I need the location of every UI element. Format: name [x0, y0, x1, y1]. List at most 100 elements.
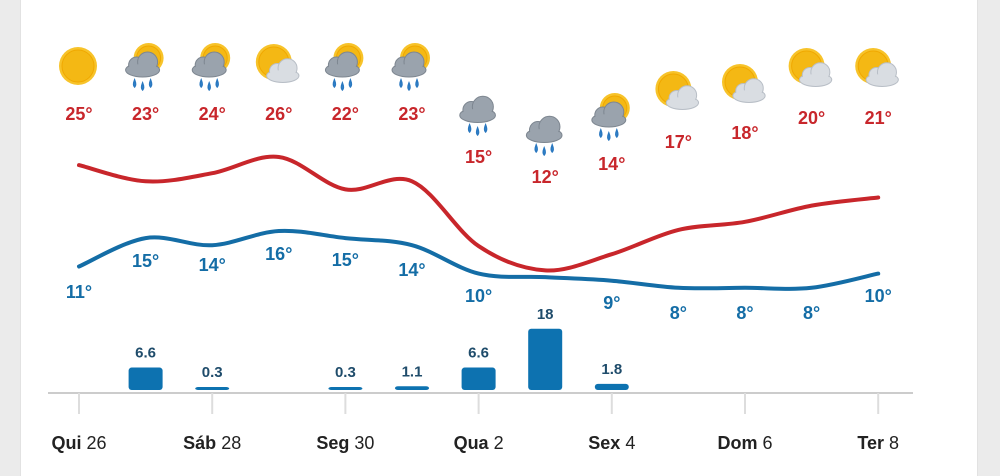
x-tick-day-number: 8 — [889, 433, 899, 453]
rain-bar — [461, 367, 496, 390]
rain-drop — [542, 145, 546, 157]
x-tick-day-name: Ter — [857, 433, 884, 453]
cloud-shape — [525, 115, 563, 144]
rain-drop — [199, 77, 203, 89]
cloud-shape — [865, 62, 899, 87]
sun-disc — [61, 49, 95, 83]
sun-cloud-rain-icon — [591, 93, 630, 142]
rain-drop — [534, 142, 538, 154]
sun-cloud-rain-icon — [125, 43, 164, 92]
rain-label: 0.3 — [202, 364, 223, 381]
rain-drop — [550, 142, 554, 154]
low-temp-label: 10° — [865, 286, 892, 306]
x-tick-day-name: Dom — [717, 433, 757, 453]
high-temp-labels: 25° 23° 24° 26° 22° 23° 15° 12° 14° 17° 18° 20° 21° — [65, 104, 891, 187]
cloud-shape — [665, 85, 700, 110]
low-temp-label: 11° — [66, 282, 92, 302]
x-tick-day-name: Qua — [454, 433, 490, 453]
weather-forecast-card: 25° 23° 24° 26° 22° 23° 15° 12° 14° 17° 18° 20° 21° … — [20, 0, 978, 476]
rain-drop — [148, 77, 153, 89]
rain-bars: 6.6 0.3 0.3 1.1 6.6 18 1.8 — [128, 306, 629, 390]
x-tick-day-name: Seg — [316, 433, 349, 453]
cloud-shape — [591, 101, 627, 128]
high-temp-label: 25° — [65, 104, 92, 124]
x-tick-day-name: Sex — [588, 433, 620, 453]
low-temp-line — [77, 228, 881, 291]
low-temp-label: 14° — [199, 255, 226, 275]
rain-drop — [415, 77, 419, 89]
x-tick-label: Sex 4 — [588, 433, 635, 453]
cloud-fill — [267, 70, 298, 82]
cloud-fill — [800, 74, 831, 86]
cloud-fill — [193, 64, 226, 76]
sun-cloud-rain-icon — [324, 43, 364, 92]
rain-label: 6.6 — [135, 345, 156, 362]
high-temp-label: 21° — [865, 108, 892, 128]
x-tick-day-number: 28 — [221, 433, 241, 453]
high-temp-label: 26° — [265, 104, 292, 124]
cloud-fill — [527, 128, 561, 142]
sun-cloud-icon — [255, 44, 300, 83]
cloud-shape — [191, 51, 227, 78]
x-tick-day-number: 30 — [354, 433, 374, 453]
rain-drop — [399, 77, 403, 89]
rain-drop — [475, 125, 480, 137]
rain-drop — [140, 80, 145, 92]
cloud-shape — [459, 95, 496, 124]
cloud-fill — [326, 64, 359, 76]
x-tick-label: Sáb 28 — [183, 433, 241, 453]
rain-bar — [328, 387, 363, 390]
high-temp-label: 17° — [665, 132, 692, 152]
cloud-shape — [391, 51, 427, 78]
rain-drop — [332, 77, 337, 89]
rain-bar — [528, 328, 563, 390]
low-temp-label: 15° — [132, 251, 159, 271]
rain-label: 1.1 — [402, 363, 423, 380]
sun-cloud-rain-icon — [391, 43, 430, 92]
cloud-rain-icon — [459, 95, 496, 137]
x-tick-label: Ter 8 — [857, 433, 899, 453]
sun-cloud-icon — [655, 71, 700, 110]
rain-drop — [483, 122, 488, 134]
rain-drop — [615, 127, 619, 139]
high-temp-label: 12° — [532, 167, 559, 187]
rain-drop — [407, 80, 411, 92]
cloud-shape — [266, 58, 300, 83]
rain-label: 18 — [537, 306, 554, 323]
rain-drop — [607, 130, 611, 142]
x-axis-ticks: Qui 26 Sáb 28 Seg 30 Qua 2 Sex 4 Dom 6 Ter 8 — [51, 393, 899, 453]
rain-drop — [348, 77, 353, 89]
high-temp-label: 23° — [132, 104, 159, 124]
x-tick-day-number: 6 — [763, 433, 773, 453]
low-temp-label: 8° — [736, 303, 753, 323]
low-temp-label: 15° — [332, 250, 359, 270]
rain-bar — [128, 367, 163, 390]
forecast-chart: 25° 23° 24° 26° 22° 23°15°12°14°17° 18°20° 21° … — [48, 43, 913, 453]
low-temp-label: 16° — [265, 244, 292, 264]
weather-icons — [59, 43, 899, 157]
x-tick-day-number: 2 — [494, 433, 504, 453]
rain-drop — [132, 77, 137, 89]
low-temp-label: 8° — [670, 303, 687, 323]
rain-drop — [215, 77, 219, 89]
x-tick-day-name: Qui — [51, 433, 81, 453]
rain-label: 6.6 — [468, 345, 489, 362]
sun-cloud-rain-icon — [191, 43, 231, 92]
cloud-shape — [324, 51, 360, 78]
cloud-shape — [798, 62, 833, 87]
rain-drop — [340, 80, 345, 92]
rain-bar — [395, 386, 429, 390]
cloud-fill — [667, 97, 698, 109]
sun-cloud-icon — [722, 64, 766, 103]
rain-bar — [195, 387, 230, 390]
x-tick-label: Qua 2 — [454, 433, 504, 453]
low-temp-label: 14° — [398, 260, 425, 280]
high-temp-label: 20° — [798, 108, 825, 128]
sun-cloud-icon — [855, 48, 899, 87]
high-temp-label: 15° — [465, 147, 492, 167]
cloud-shape — [125, 51, 161, 78]
high-temp-label: 24° — [199, 104, 226, 124]
x-tick-day-name: Sáb — [183, 433, 216, 453]
low-temp-label: 8° — [803, 303, 820, 323]
cloud-fill — [460, 108, 495, 122]
